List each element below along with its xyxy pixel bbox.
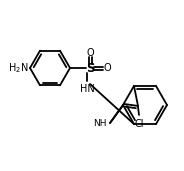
Text: O: O: [86, 48, 94, 58]
Text: HN: HN: [80, 84, 94, 94]
Text: S: S: [86, 62, 94, 75]
Text: Cl: Cl: [134, 119, 144, 129]
Text: O: O: [103, 63, 111, 73]
Text: H$_2$N: H$_2$N: [8, 61, 28, 75]
Text: NH: NH: [93, 120, 107, 128]
